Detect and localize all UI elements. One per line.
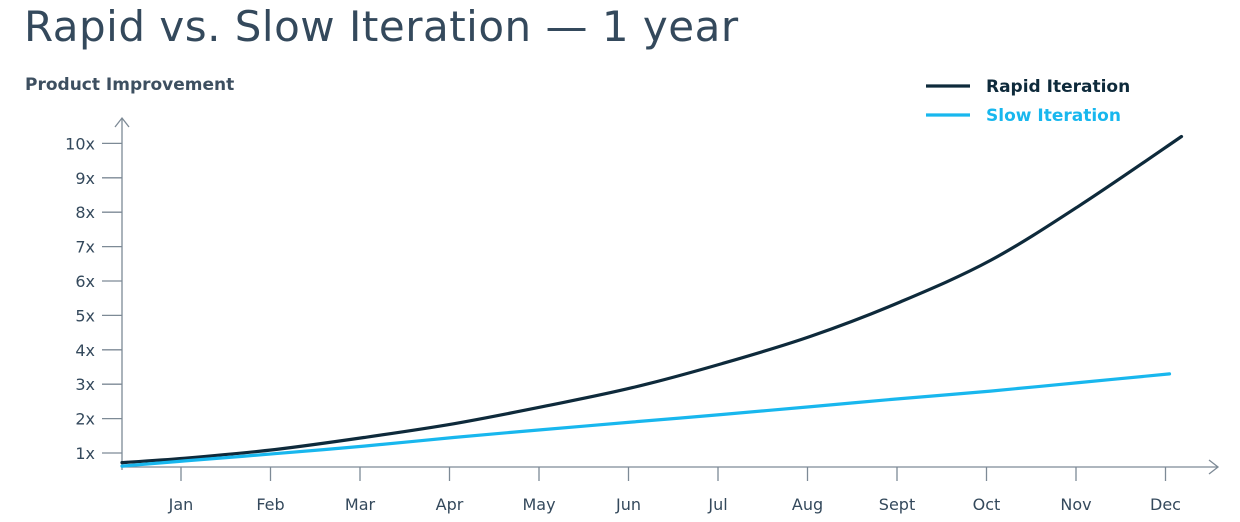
legend-label-rapid-iteration: Rapid Iteration xyxy=(986,77,1130,97)
y-ticks: 1x 2x 3x 4x 5x 6x 7x 8x 9x 10x xyxy=(65,134,122,463)
x-axis-arrow xyxy=(1208,459,1220,475)
x-tick-label: Aug xyxy=(792,495,823,514)
series-line-slow-iteration xyxy=(120,372,1172,468)
y-tick-label: 10x xyxy=(65,134,95,153)
legend[interactable]: Rapid Iteration Slow Iteration xyxy=(926,77,1130,126)
series-line-rapid-iteration xyxy=(120,134,1184,465)
y-tick-label: 2x xyxy=(75,410,95,429)
y-tick-label: 7x xyxy=(75,238,95,257)
y-tick-label: 6x xyxy=(75,272,95,291)
x-tick-label: Dec xyxy=(1150,495,1181,514)
axes xyxy=(114,116,1220,475)
y-tick-label: 5x xyxy=(75,306,95,325)
y-axis-label: Product Improvement xyxy=(25,75,235,95)
x-tick-label: Mar xyxy=(345,495,376,514)
x-tick-label: Apr xyxy=(436,495,464,514)
x-tick-label: Jan xyxy=(168,495,194,514)
x-tick-label: Jul xyxy=(707,495,727,514)
legend-label-slow-iteration: Slow Iteration xyxy=(986,106,1121,126)
x-tick-label: Nov xyxy=(1060,495,1091,514)
y-axis-arrow xyxy=(114,116,130,128)
y-tick-label: 4x xyxy=(75,341,95,360)
y-tick-label: 1x xyxy=(75,444,95,463)
x-tick-label: Jun xyxy=(615,495,641,514)
x-tick-label: May xyxy=(522,495,555,514)
x-tick-label: Oct xyxy=(973,495,1001,514)
x-tick-label: Sept xyxy=(879,495,915,514)
y-tick-label: 9x xyxy=(75,169,95,188)
chart-title: Rapid vs. Slow Iteration — 1 year xyxy=(24,2,739,51)
y-tick-label: 3x xyxy=(75,375,95,394)
series-lines xyxy=(120,134,1184,468)
y-tick-label: 8x xyxy=(75,203,95,222)
x-ticks: Jan Feb Mar Apr May Jun Jul Aug Sept Oct Nov Dec xyxy=(168,467,1181,514)
x-tick-label: Feb xyxy=(256,495,284,514)
